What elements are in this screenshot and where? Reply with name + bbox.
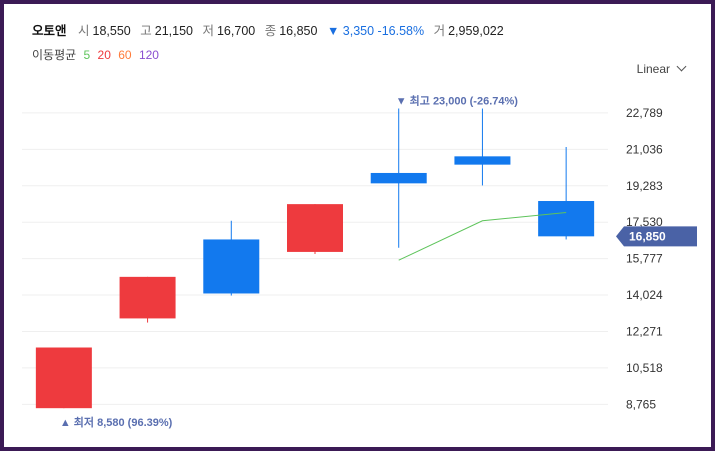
open-value: 18,550 xyxy=(92,24,131,38)
candle-body xyxy=(370,172,427,184)
y-tick-label: 12,271 xyxy=(626,324,663,338)
candle-body xyxy=(287,204,343,252)
low-annotation: ▲ 최저 8,580 (96.39%) xyxy=(60,415,173,429)
candlestick-chart[interactable]: 22,789 21,036 19,283 17,530 15,777 14,024 12,2… xyxy=(4,4,711,447)
open-label: 시 xyxy=(78,24,90,38)
current-price-tag xyxy=(616,226,697,247)
high-annotation: ▼ 최고 23,000 (-26.74%) xyxy=(396,94,519,108)
ma-legend-label: 이동평균 xyxy=(32,48,77,62)
chart-frame: 오토앤 시 18,550 고 21,150 저 16,700 종 16,850 ▼ 3,… xyxy=(4,4,711,447)
y-tick-label: 22,789 xyxy=(626,106,663,120)
y-tick-label: 15,777 xyxy=(626,252,663,266)
y-tick-label: 19,283 xyxy=(626,179,663,193)
y-tick-label: 10,518 xyxy=(626,361,663,375)
volume-value: 2,959,022 xyxy=(448,24,504,38)
y-tick-label: 8,765 xyxy=(626,397,656,411)
candle-body xyxy=(203,239,260,294)
y-tick-label: 14,024 xyxy=(626,288,663,302)
close-value: 16,850 xyxy=(279,24,318,38)
high-label: 고 xyxy=(140,24,152,38)
scale-selector[interactable]: Linear xyxy=(636,61,687,76)
y-tick-label: 17,530 xyxy=(626,215,663,229)
low-value: 16,700 xyxy=(216,24,256,38)
candle-body xyxy=(454,156,511,165)
candle-body xyxy=(538,201,595,237)
low-label: 저 xyxy=(202,24,214,38)
change-value: ▼ 3,350 -16.58% xyxy=(326,24,425,38)
ma-120-label[interactable]: 120 xyxy=(138,48,159,62)
scale-label: Linear xyxy=(636,62,670,76)
candle-body xyxy=(35,347,92,409)
ma-5-label[interactable]: 5 xyxy=(83,48,91,62)
close-label: 종 xyxy=(264,24,277,38)
current-price-label: 16,850 xyxy=(629,229,666,243)
ma-20-label[interactable]: 20 xyxy=(97,48,111,62)
ma-60-label[interactable]: 60 xyxy=(118,48,132,62)
stock-name: 오토앤 xyxy=(32,24,67,38)
price-header: 오토앤 시 18,550 고 21,150 저 16,700 종 16,850 ▼ 3,… xyxy=(32,20,510,39)
moving-average-legend[interactable]: 이동평균 5 20 60 120 xyxy=(32,46,163,63)
high-value: 21,150 xyxy=(154,24,193,38)
volume-label: 거 xyxy=(433,24,446,38)
ma5-line xyxy=(398,211,567,261)
candle-body xyxy=(119,276,176,319)
y-tick-label: 21,036 xyxy=(626,142,663,156)
